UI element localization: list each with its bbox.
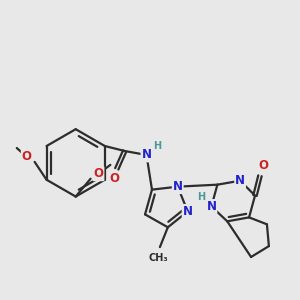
Text: O: O xyxy=(22,150,32,164)
Text: O: O xyxy=(110,172,120,185)
Text: N: N xyxy=(142,148,152,161)
Text: CH₃: CH₃ xyxy=(148,253,168,263)
Text: N: N xyxy=(206,200,216,213)
Text: N: N xyxy=(235,174,245,187)
Text: O: O xyxy=(94,167,103,180)
Text: H: H xyxy=(197,192,206,202)
Text: O: O xyxy=(258,159,268,172)
Text: N: N xyxy=(173,180,183,193)
Text: N: N xyxy=(183,205,193,218)
Text: H: H xyxy=(153,141,161,151)
